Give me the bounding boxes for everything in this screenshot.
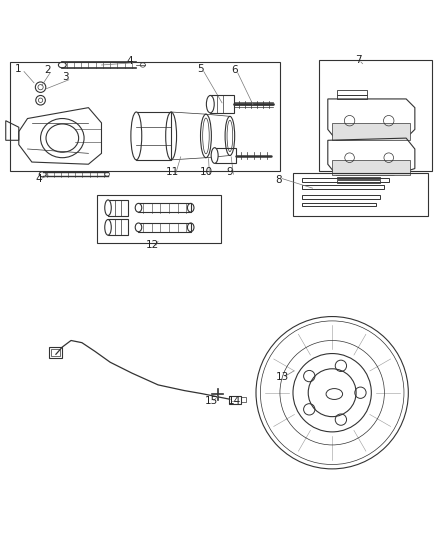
Ellipse shape <box>203 118 209 154</box>
Text: 1: 1 <box>14 64 21 74</box>
Bar <box>241 397 246 402</box>
Text: 13: 13 <box>276 372 289 382</box>
Bar <box>332 160 410 175</box>
Ellipse shape <box>131 112 142 160</box>
Bar <box>302 195 380 199</box>
Bar <box>302 203 376 206</box>
Bar <box>138 223 191 232</box>
Ellipse shape <box>211 148 218 163</box>
Text: 14: 14 <box>228 395 241 406</box>
Ellipse shape <box>135 204 142 212</box>
Bar <box>138 204 191 212</box>
Bar <box>49 347 62 358</box>
Bar <box>108 220 127 235</box>
Bar <box>319 60 432 171</box>
Text: 10: 10 <box>200 167 213 177</box>
Ellipse shape <box>105 200 111 215</box>
Bar <box>136 112 171 160</box>
Bar <box>97 195 221 243</box>
Text: 11: 11 <box>166 167 179 177</box>
Text: 7: 7 <box>355 55 362 65</box>
Bar <box>302 185 385 189</box>
Bar <box>229 396 241 403</box>
Bar <box>302 177 389 182</box>
Bar <box>51 349 60 356</box>
Text: 9: 9 <box>226 167 233 177</box>
Bar <box>210 95 234 113</box>
Text: 3: 3 <box>63 72 69 82</box>
Text: 15: 15 <box>205 395 218 406</box>
Text: 4: 4 <box>127 56 133 66</box>
Ellipse shape <box>105 220 111 235</box>
Ellipse shape <box>135 223 142 232</box>
Bar <box>332 123 410 140</box>
Bar <box>293 173 428 216</box>
Bar <box>336 94 367 99</box>
Text: 6: 6 <box>231 65 238 75</box>
Bar <box>10 62 280 171</box>
Text: 4: 4 <box>35 174 42 184</box>
Ellipse shape <box>206 95 214 113</box>
Bar <box>336 180 380 183</box>
Bar <box>215 148 237 163</box>
Text: 12: 12 <box>146 240 159 250</box>
Text: 8: 8 <box>276 175 283 185</box>
Text: 5: 5 <box>198 64 204 74</box>
Bar <box>108 200 127 215</box>
Bar <box>336 90 367 94</box>
Bar <box>336 177 380 180</box>
Text: 2: 2 <box>44 65 50 75</box>
Ellipse shape <box>227 120 233 151</box>
